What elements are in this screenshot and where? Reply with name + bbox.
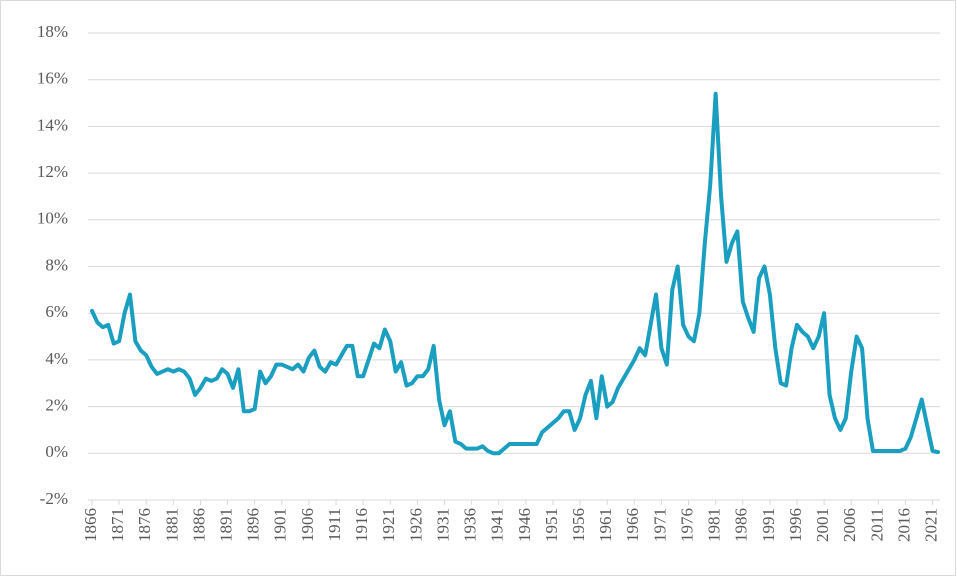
x-tick-label: 1931 [433,508,452,542]
y-tick-label: 4% [45,349,68,368]
y-tick-label: -2% [40,489,68,508]
y-tick-label: 6% [45,302,68,321]
x-tick-label: 2021 [921,508,940,542]
x-tick-label: 2001 [813,508,832,542]
x-tick-label: 1986 [732,508,751,542]
y-tick-label: 10% [37,209,68,228]
x-tick-label: 1916 [352,508,371,542]
x-tick-label: 1936 [461,508,480,542]
x-tick-label: 1891 [216,508,235,542]
y-tick-label: 12% [37,162,68,181]
x-tick-label: 1956 [569,508,588,542]
y-tick-label: 14% [37,115,68,134]
x-tick-label: 1946 [515,508,534,542]
x-tick-label: 1871 [108,508,127,542]
data-line [90,91,940,456]
x-tick-label: 1886 [189,508,208,542]
x-tick-label: 1901 [271,508,290,542]
x-tick-label: 1876 [135,508,154,542]
x-tick-label: 1911 [325,508,344,541]
y-tick-label: 16% [37,69,68,88]
x-tick-label: 2011 [867,508,886,541]
x-tick-label: 1896 [244,508,263,542]
x-tick-label: 2016 [894,508,913,542]
x-tick-label: 1981 [705,508,724,542]
y-tick-label: 8% [45,255,68,274]
y-tick-label: 2% [45,396,68,415]
x-tick-label: 1921 [379,508,398,542]
x-tick-label: 1991 [759,508,778,542]
x-tick-label: 1951 [542,508,561,542]
x-tick-label: 1966 [623,508,642,542]
y-tick-label: 18% [37,22,68,41]
x-tick-label: 2006 [840,508,859,542]
x-tick-label: 1941 [488,508,507,542]
x-tick-label: 1881 [162,508,181,542]
x-tick-label: 1866 [81,508,100,542]
x-tick-label: 1976 [677,508,696,542]
x-tick-label: 1996 [786,508,805,542]
x-tick-label: 1906 [298,508,317,542]
x-tick-label: 1971 [650,508,669,542]
x-tick-label: 1961 [596,508,615,542]
x-tick-label: 1926 [406,508,425,542]
y-tick-label: 0% [45,442,68,461]
